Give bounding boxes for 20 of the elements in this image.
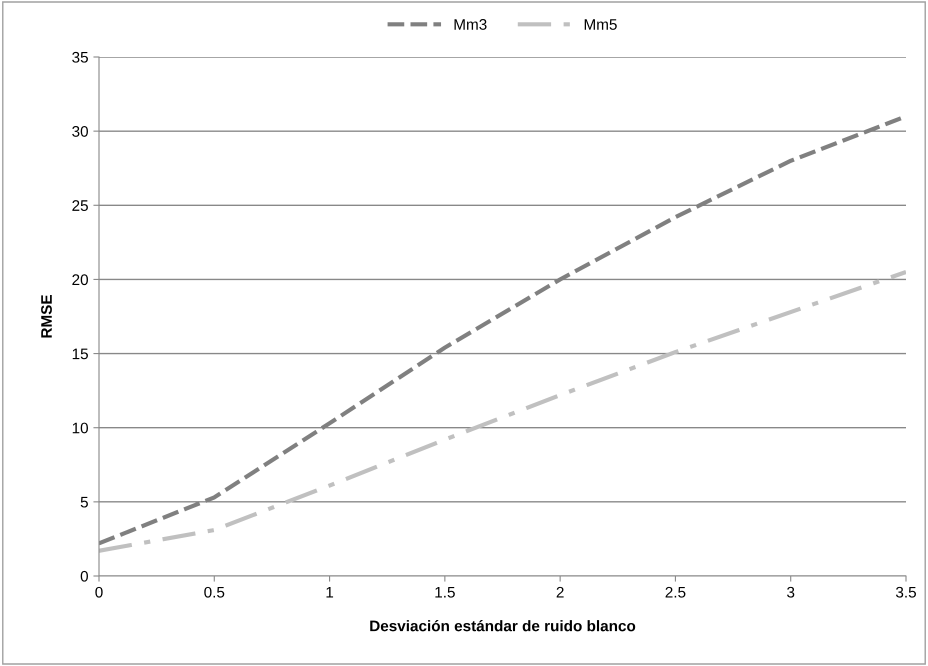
y-tick-label: 0 [80, 570, 88, 582]
y-axis-title: RMSE [41, 295, 52, 338]
x-tick-label: 1 [326, 586, 334, 598]
y-tick-label: 10 [72, 422, 88, 434]
x-tick-label: 1.5 [435, 586, 455, 598]
x-tick-label: 0.5 [204, 586, 224, 598]
y-tick-label: 20 [72, 274, 88, 286]
x-tick-label: 2 [556, 586, 564, 598]
x-tick-label: 0 [95, 586, 103, 598]
y-tick-label: 35 [72, 52, 88, 63]
y-tick-label: 15 [72, 348, 88, 360]
y-tick-label: 5 [80, 496, 88, 508]
legend-label: Mm3 [454, 19, 487, 30]
legend-label: Mm5 [584, 19, 617, 30]
x-tick-label: 3 [787, 586, 794, 598]
x-tick-label: 2.5 [666, 586, 686, 598]
y-tick-label: 25 [72, 200, 88, 211]
x-axis-title: Desviación estándar de ruido blanco [370, 620, 636, 632]
x-tick-label: 3.5 [896, 586, 916, 598]
y-tick-label: 30 [72, 126, 88, 137]
